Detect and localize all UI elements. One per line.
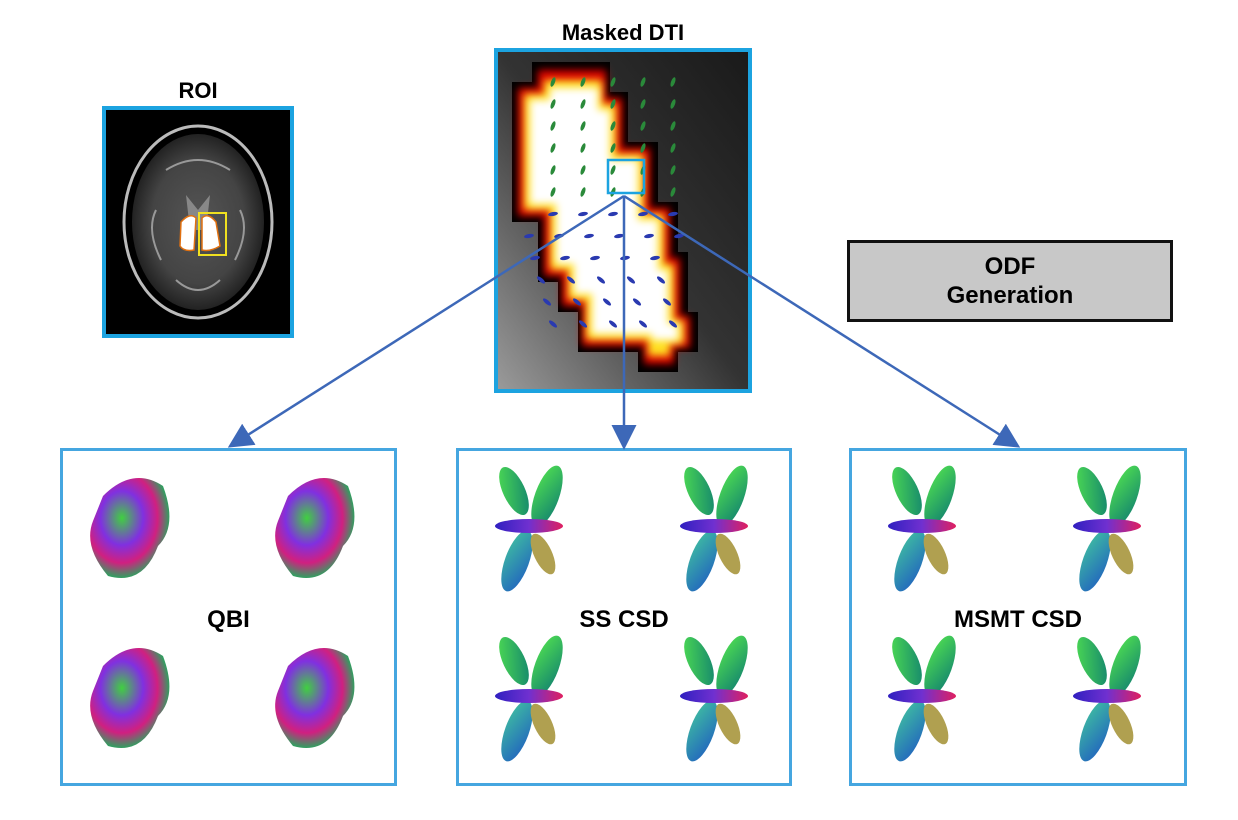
tensor-glyph bbox=[670, 143, 676, 153]
odf-glyph bbox=[1073, 635, 1141, 762]
tensor-glyph bbox=[610, 77, 616, 87]
dti-zoom-region-box bbox=[606, 158, 646, 195]
roi-image-panel bbox=[102, 106, 294, 338]
roi-selection-box bbox=[198, 212, 227, 256]
tensor-glyph bbox=[550, 165, 556, 175]
tensor-glyph bbox=[670, 121, 676, 131]
odf-generation-line1: ODF bbox=[984, 253, 1036, 280]
tensor-glyph bbox=[550, 77, 556, 87]
odf-glyph bbox=[680, 635, 748, 762]
tensor-glyph bbox=[670, 99, 676, 109]
tensor-glyph bbox=[670, 77, 676, 87]
tensor-glyph bbox=[670, 187, 676, 197]
qbi-odf-glyphs bbox=[90, 478, 355, 748]
qbi-panel: QBI bbox=[60, 448, 397, 786]
tensor-glyph bbox=[580, 77, 586, 87]
odf-glyph bbox=[90, 648, 170, 748]
tensor-glyph bbox=[550, 121, 556, 131]
ss-csd-odf-glyphs bbox=[495, 465, 748, 762]
tensor-glyph bbox=[640, 99, 646, 109]
tensor-glyph bbox=[580, 143, 586, 153]
odf-glyph bbox=[888, 635, 956, 762]
tensor-glyph bbox=[580, 187, 586, 197]
tensor-glyph bbox=[610, 165, 616, 175]
ss-csd-label: SS CSD bbox=[579, 606, 669, 633]
odf-glyph bbox=[495, 635, 563, 762]
msmt-csd-label: MSMT CSD bbox=[954, 606, 1082, 633]
ss-csd-panel: SS CSD bbox=[456, 448, 792, 786]
odf-glyph bbox=[495, 465, 563, 592]
masked-dti-panel bbox=[494, 48, 752, 393]
odf-generation-line2: Generation bbox=[946, 282, 1074, 309]
tensor-glyph bbox=[580, 121, 586, 131]
dti-tensor-map bbox=[498, 52, 748, 389]
tensor-glyph bbox=[640, 77, 646, 87]
odf-glyph bbox=[680, 465, 748, 592]
tensor-glyph bbox=[640, 121, 646, 131]
tensor-glyph bbox=[550, 99, 556, 109]
tensor-glyph bbox=[580, 99, 586, 109]
tensor-glyph bbox=[580, 165, 586, 175]
dti-title: Masked DTI bbox=[561, 20, 685, 45]
odf-glyph bbox=[275, 478, 355, 578]
roi-title: ROI bbox=[178, 78, 218, 103]
odf-glyph bbox=[888, 465, 956, 592]
tensor-glyph bbox=[640, 143, 646, 153]
qbi-label: QBI bbox=[207, 606, 250, 633]
odf-glyph bbox=[90, 478, 170, 578]
odf-glyph bbox=[1073, 465, 1141, 592]
tensor-glyph bbox=[610, 121, 616, 131]
tensor-glyph bbox=[550, 143, 556, 153]
tensor-glyph bbox=[610, 99, 616, 109]
brain-slice-image bbox=[122, 124, 274, 320]
tensor-glyph bbox=[550, 187, 556, 197]
odf-glyph bbox=[275, 648, 355, 748]
tensor-glyph bbox=[670, 165, 676, 175]
msmt-csd-panel: MSMT CSD bbox=[849, 448, 1187, 786]
msmt-csd-odf-glyphs bbox=[888, 465, 1141, 762]
tensor-glyph bbox=[610, 143, 616, 153]
odf-generation-box: ODF Generation bbox=[847, 240, 1173, 322]
